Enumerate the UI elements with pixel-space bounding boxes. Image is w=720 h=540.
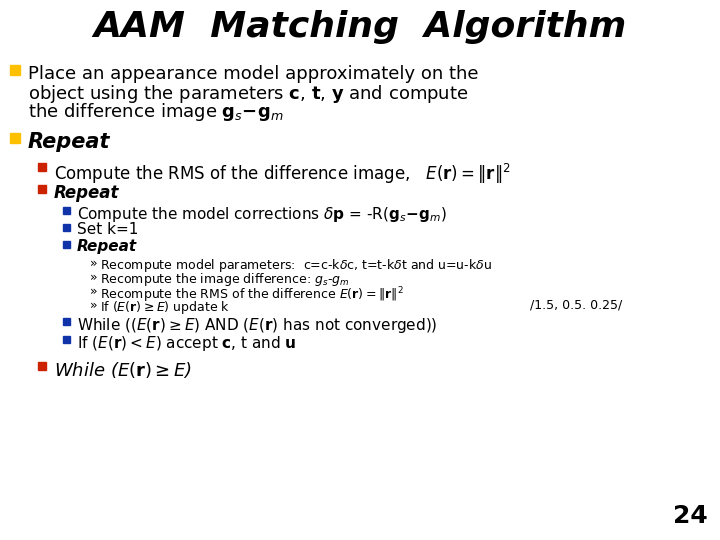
Text: »: » [90, 285, 98, 298]
Text: Recompute model parameters:  c=c-k$\delta$c, t=t-k$\delta$t and u=u-k$\delta$u: Recompute model parameters: c=c-k$\delta… [100, 257, 492, 274]
Bar [38, 362, 46, 370]
Text: Repeat: Repeat [28, 132, 110, 152]
Text: If $(\mathit{E}(\mathbf{r}) \geq \mathit{E})$ update k: If $(\mathit{E}(\mathbf{r}) \geq \mathit… [100, 299, 230, 316]
Text: Recompute the RMS of the difference $\mathit{E}(\mathbf{r}) = \|\mathbf{r}\|^2$: Recompute the RMS of the difference $\ma… [100, 285, 404, 305]
Text: Repeat: Repeat [77, 239, 137, 254]
Bar [10, 65, 20, 75]
Text: If ($\mathit{E}(\mathbf{r}) < \mathit{E}$) accept $\mathbf{c}$, t and $\mathbf{u: If ($\mathit{E}(\mathbf{r}) < \mathit{E}… [77, 334, 297, 353]
Bar [38, 163, 46, 171]
Bar [10, 133, 20, 143]
Bar [63, 240, 70, 247]
Bar [38, 185, 46, 193]
Bar [63, 335, 70, 342]
Text: the difference image $\mathbf{g}_s\mathbf{-g}_m$: the difference image $\mathbf{g}_s\mathb… [28, 101, 284, 123]
Text: Set k=1: Set k=1 [77, 222, 138, 237]
Text: /1.5, 0.5. 0.25/: /1.5, 0.5. 0.25/ [530, 299, 622, 312]
Text: »: » [90, 299, 98, 312]
Text: While ($\mathit{E}(\mathbf{r}) \geq \mathit{E}$): While ($\mathit{E}(\mathbf{r}) \geq \mat… [54, 360, 192, 380]
Text: »: » [90, 271, 98, 284]
Bar [63, 318, 70, 325]
Text: Compute the model corrections $\delta\mathbf{p}$ = -R($\mathbf{g}_s\mathbf{-g}_m: Compute the model corrections $\delta\ma… [77, 205, 446, 224]
Text: Compute the RMS of the difference image,   $\mathit{E}(\mathbf{r}) = \|\mathbf{r: Compute the RMS of the difference image,… [54, 162, 511, 186]
Text: »: » [90, 257, 98, 270]
Text: Repeat: Repeat [54, 184, 120, 202]
Text: 24: 24 [673, 504, 708, 528]
Text: While (($\mathit{E}(\mathbf{r}) \geq \mathit{E}$) AND ($\mathit{E}(\mathbf{r})$ : While (($\mathit{E}(\mathbf{r}) \geq \ma… [77, 316, 438, 335]
Bar [63, 206, 70, 213]
Text: Place an appearance model approximately on the: Place an appearance model approximately … [28, 65, 479, 83]
Text: AAM  Matching  Algorithm: AAM Matching Algorithm [94, 10, 626, 44]
Text: object using the parameters $\mathbf{c}$, $\mathbf{t}$, $\mathbf{y}$ and compute: object using the parameters $\mathbf{c}$… [28, 83, 469, 105]
Bar [63, 224, 70, 231]
Text: Recompute the image difference: $g_s$-$g_m$: Recompute the image difference: $g_s$-$g… [100, 271, 349, 288]
